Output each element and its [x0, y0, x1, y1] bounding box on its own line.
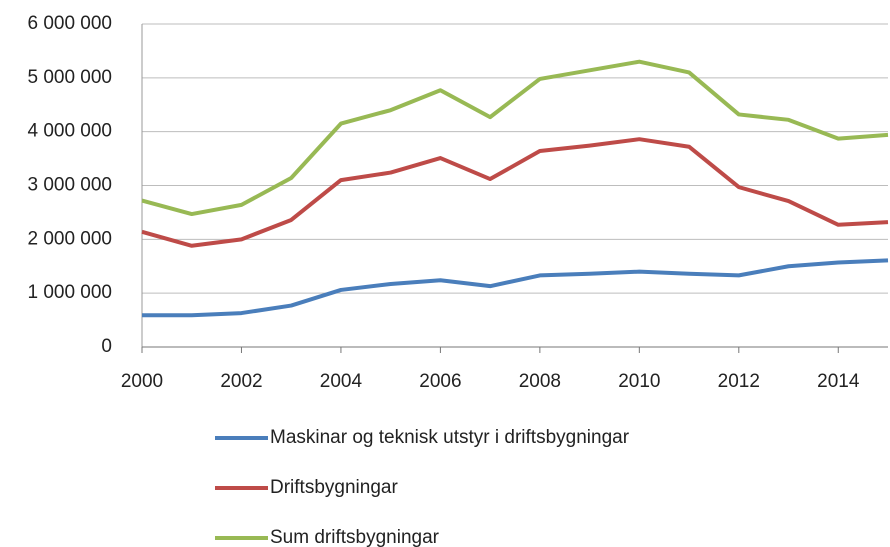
series-line — [141, 59, 889, 217]
legend-label: Sum driftsbygningar — [270, 527, 440, 547]
y-tick-label: 2 000 000 — [27, 228, 112, 249]
y-tick-label: 4 000 000 — [27, 121, 112, 142]
y-tick-label: 1 000 000 — [27, 282, 112, 303]
legend-label: Driftsbygningar — [270, 477, 398, 498]
x-tick-label: 2012 — [718, 371, 760, 392]
series-line — [142, 258, 889, 318]
x-tick-label: 2010 — [618, 371, 660, 392]
x-tick-label: 2006 — [419, 371, 461, 392]
x-tick-label: 2014 — [817, 371, 860, 392]
y-tick-label: 3 000 000 — [27, 175, 112, 196]
legend-label: Maskinar og teknisk utstyr i driftsbygni… — [270, 427, 630, 448]
y-tick-label: 0 — [101, 336, 112, 357]
x-tick-label: 2004 — [320, 371, 363, 392]
x-tick-label: 2002 — [220, 371, 262, 392]
y-tick-label: 5 000 000 — [27, 67, 112, 88]
y-tick-label: 6 000 000 — [27, 13, 112, 34]
x-tick-label: 2008 — [519, 371, 561, 392]
x-tick-label: 2000 — [121, 371, 163, 392]
series-line — [141, 137, 889, 248]
